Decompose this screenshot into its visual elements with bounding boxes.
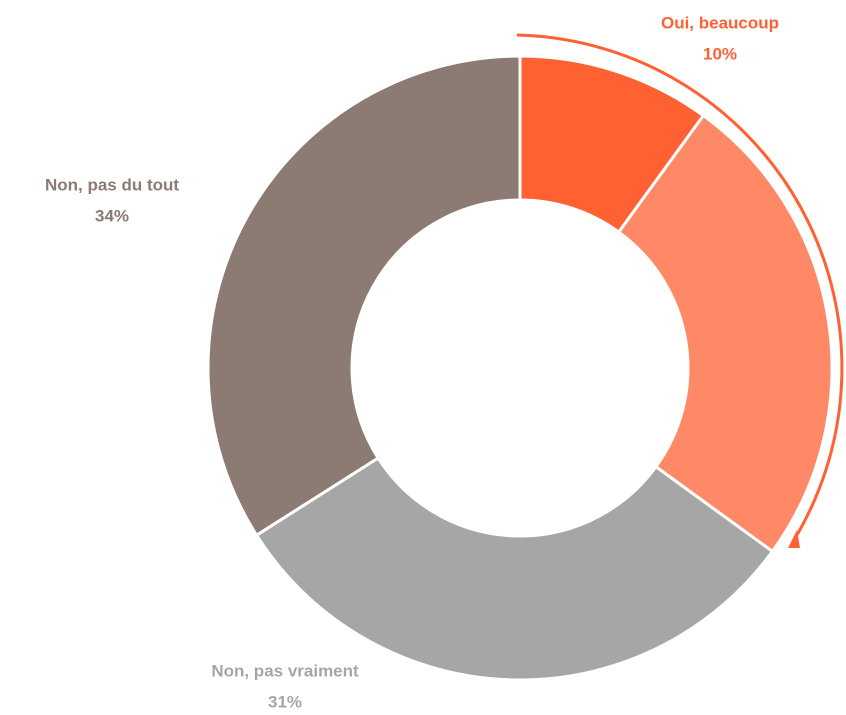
segment-label: Oui, beaucoup	[661, 13, 779, 32]
donut-segment	[254, 455, 775, 682]
arrow-head	[788, 530, 800, 548]
segment-label: Non, pas du tout	[45, 175, 179, 194]
value-label: 10%	[703, 44, 737, 63]
arrow-arc	[516, 33, 844, 541]
donut-segment	[206, 54, 522, 538]
value-label: 31%	[268, 692, 302, 711]
value-label: 34%	[95, 206, 129, 225]
donut-segment	[616, 113, 834, 554]
segment-label: Non, pas vraiment	[211, 661, 359, 680]
